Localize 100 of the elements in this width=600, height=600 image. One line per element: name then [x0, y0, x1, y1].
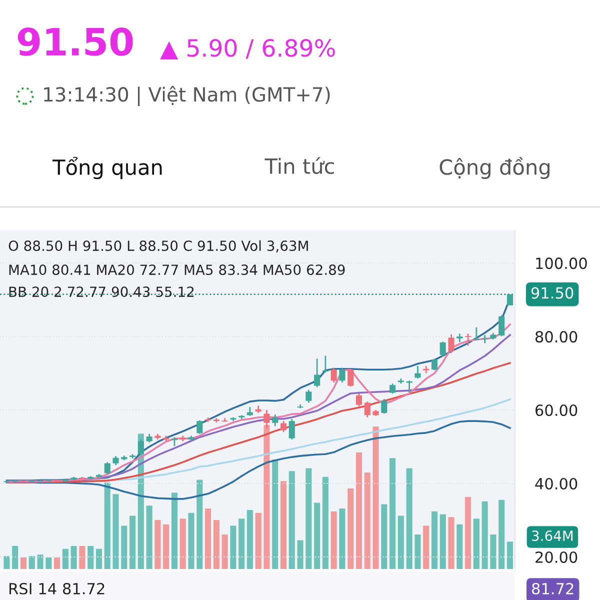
candlestick — [272, 414, 278, 427]
bar — [104, 482, 110, 569]
bar — [96, 548, 102, 569]
candlestick — [381, 398, 388, 414]
candlestick — [431, 358, 438, 372]
text: RSI 14 81.72 — [10, 582, 104, 594]
candlestick — [498, 314, 505, 337]
annotation: O 88.50 H 91.50 L 88.50 C 91.50 Vol 3,63M — [8, 240, 308, 252]
bar — [88, 546, 94, 569]
bar — [372, 426, 379, 569]
bar — [62, 548, 68, 569]
bar — [70, 546, 77, 569]
bar — [180, 518, 186, 569]
candlestick — [414, 365, 421, 380]
candlestick — [348, 368, 354, 388]
bar — [46, 557, 52, 569]
bar — [213, 520, 220, 569]
y-tick-label: 100.00 — [536, 258, 587, 270]
bar — [381, 504, 388, 569]
candlestick — [390, 382, 396, 394]
candlestick — [330, 367, 337, 384]
y-tick-label: 40.00 — [535, 478, 578, 490]
bar — [130, 516, 136, 569]
bar — [390, 458, 396, 569]
chart-title: 91.50 — [18, 28, 133, 56]
bar — [339, 508, 346, 569]
bar — [490, 534, 496, 569]
candlestick — [364, 400, 370, 418]
bar — [314, 502, 320, 569]
annotation: MA10 80.41 MA20 72.77 MA5 83.34 MA50 62.89 — [9, 264, 345, 276]
bar — [456, 524, 463, 569]
bar — [465, 497, 472, 569]
bar — [482, 501, 488, 569]
bar — [306, 468, 312, 569]
bar — [414, 534, 421, 569]
bar — [154, 520, 161, 569]
text: Tổng quan — [52, 156, 162, 180]
bar — [264, 425, 270, 569]
candlestick — [440, 340, 446, 358]
candlestick — [473, 326, 480, 341]
bar — [473, 518, 480, 569]
bar — [280, 481, 287, 569]
candlestick — [314, 358, 320, 388]
bar — [112, 494, 119, 569]
annotation: BB 20 2 72.77 90.43 55.12 — [9, 286, 194, 298]
bar — [423, 526, 430, 569]
text: Cộng đồng — [440, 157, 550, 179]
bar — [4, 556, 10, 569]
bar — [356, 452, 362, 569]
candlestick — [339, 367, 346, 384]
candlestick — [222, 417, 228, 422]
ref-line-label: 91.50 — [531, 287, 574, 299]
y-tick-label: 20.00 — [536, 551, 578, 563]
bar — [272, 460, 278, 569]
bar — [230, 526, 236, 569]
bar — [297, 540, 304, 569]
bar — [121, 526, 128, 569]
bar — [54, 557, 60, 569]
bar — [255, 512, 262, 569]
bar — [288, 471, 295, 569]
candlestick — [104, 461, 110, 476]
bar — [222, 534, 228, 569]
bar — [196, 480, 203, 569]
bar — [28, 556, 35, 569]
bar — [330, 511, 337, 569]
bar — [204, 508, 212, 569]
line-series — [6, 362, 511, 484]
bar — [431, 511, 438, 569]
bar — [171, 492, 178, 569]
text: Tin tức — [264, 157, 334, 174]
candlestick — [138, 438, 144, 456]
bar — [238, 518, 245, 569]
bar — [188, 512, 194, 569]
candlestick — [406, 380, 412, 394]
candlestick — [196, 420, 203, 435]
bar — [364, 472, 370, 569]
candlestick — [448, 334, 454, 354]
bar — [398, 516, 404, 569]
bar — [440, 514, 446, 569]
bar — [506, 542, 513, 569]
bar — [20, 557, 27, 569]
bar — [348, 488, 354, 569]
candlestick — [465, 332, 472, 346]
candlestick — [112, 455, 119, 466]
bar — [12, 546, 18, 569]
bar — [448, 517, 454, 569]
bar — [246, 510, 253, 569]
text: 3.64M — [532, 530, 573, 542]
bar — [322, 476, 328, 569]
bar — [37, 554, 44, 569]
text: 81.72 — [532, 582, 574, 594]
text: 13:14:30 | Việt Nam (GMT+7) — [44, 86, 330, 106]
candlestick — [356, 392, 362, 408]
bar — [146, 506, 152, 569]
candlestick — [306, 389, 312, 404]
bar — [498, 500, 505, 569]
candlestick — [280, 420, 287, 433]
bar — [406, 468, 412, 569]
y-tick-label: 80.00 — [535, 331, 578, 343]
bar — [79, 546, 86, 569]
